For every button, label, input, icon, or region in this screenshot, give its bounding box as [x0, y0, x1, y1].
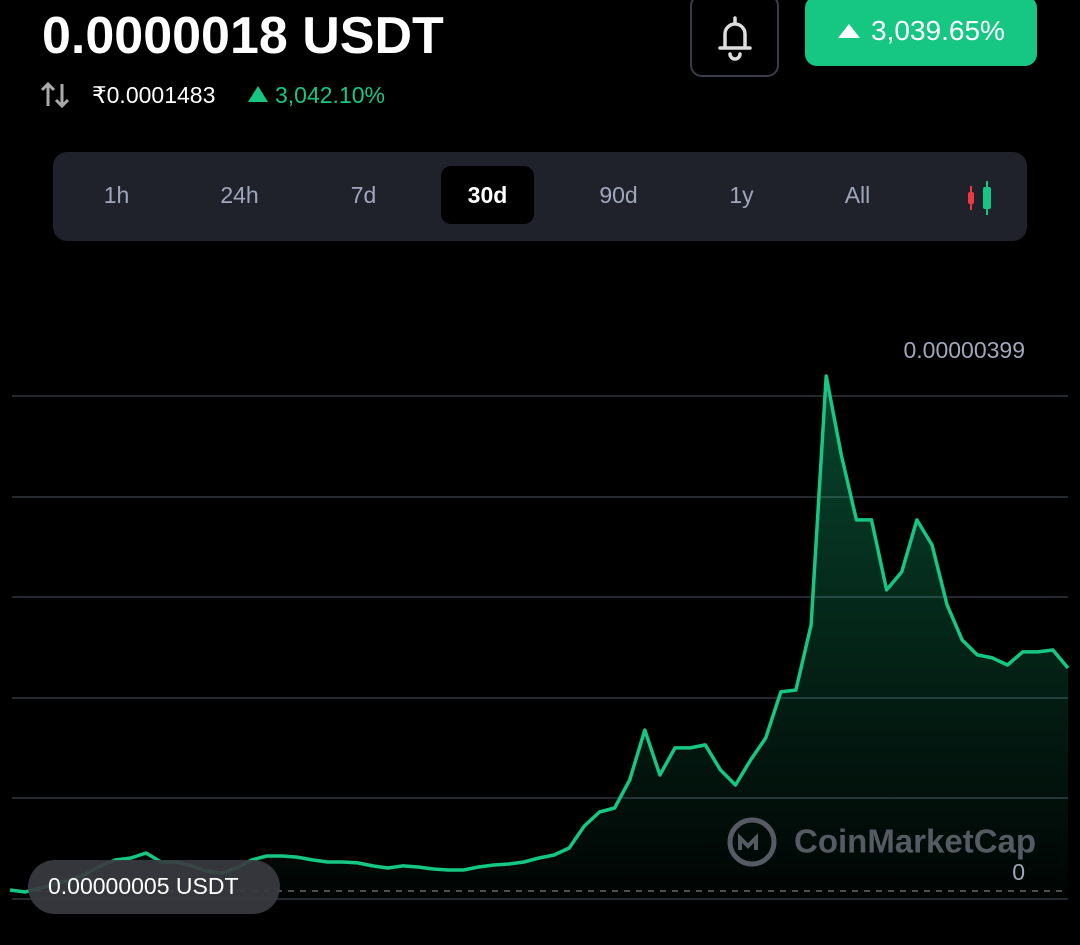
time-tab[interactable]: 1y — [729, 182, 754, 208]
up-triangle — [838, 24, 861, 38]
start-label-pill — [28, 860, 280, 914]
swap-icon — [40, 81, 70, 109]
time-tab[interactable]: 7d — [350, 182, 377, 208]
inr-change: 3,042.10% — [275, 82, 385, 108]
watermark: CoinMarketCap — [727, 817, 1036, 867]
time-tab[interactable]: All — [844, 182, 871, 208]
start-label: 0.00000005 USDT — [48, 873, 239, 899]
bell-icon — [718, 16, 752, 61]
candle-toggle[interactable] — [963, 178, 1003, 218]
tab-bar: 1h 24h 7d 30d 90d 1y All — [53, 152, 1027, 241]
time-tab[interactable]: 1h — [103, 182, 130, 208]
time-tab[interactable]: 24h — [220, 182, 259, 208]
up-triangle — [248, 86, 268, 102]
inr-price: ₹0.0001483 — [92, 82, 216, 108]
time-tab[interactable]: 30d — [441, 166, 534, 224]
time-tab[interactable]: 90d — [599, 182, 638, 208]
change-badge-text: 3,039.65% — [871, 15, 1005, 46]
watermark-text: CoinMarketCap — [794, 823, 1036, 860]
y-tick-label: 0.00000399 — [903, 337, 1025, 363]
change-badge[interactable]: 3,039.65% — [805, 0, 1037, 66]
area-fill — [10, 376, 1068, 898]
price: 0.0000018 USDT — [42, 7, 444, 65]
alert-button[interactable] — [690, 0, 779, 77]
